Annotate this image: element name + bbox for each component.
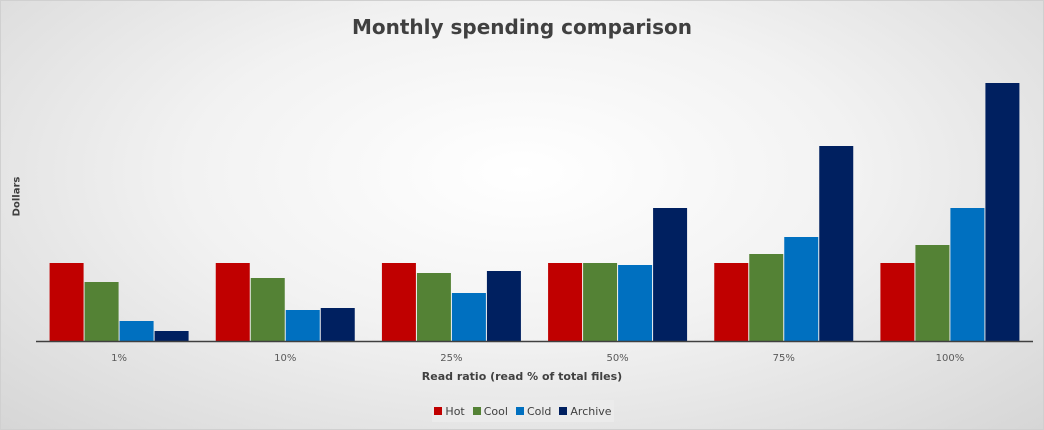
x-axis-label: Read ratio (read % of total files)	[421, 370, 623, 383]
legend-label: Cool	[483, 404, 508, 418]
x-tick-label: 1%	[111, 353, 127, 364]
bar-hot-2	[381, 263, 416, 341]
legend-swatch	[472, 407, 481, 415]
bar-cold-5	[950, 208, 985, 341]
bar-cool-2	[416, 273, 451, 341]
bar-cool-3	[583, 263, 618, 341]
legend-item-archive: Archive	[559, 404, 612, 418]
bar-cool-4	[749, 254, 784, 341]
bar-cool-5	[915, 245, 950, 341]
bar-cool-1	[250, 278, 285, 341]
legend-label: Archive	[570, 404, 612, 418]
bar-cold-0	[119, 321, 154, 341]
bar-hot-4	[714, 263, 749, 341]
legend-item-cold: Cold	[515, 404, 552, 418]
bar-archive-1	[320, 308, 355, 341]
bar-hot-0	[49, 263, 84, 341]
legend-swatch	[434, 407, 443, 415]
bar-cold-3	[618, 265, 653, 341]
bar-archive-5	[985, 83, 1020, 341]
legend-label: Cold	[526, 404, 552, 418]
bar-cool-0	[84, 282, 119, 341]
x-tick-label: 75%	[773, 353, 795, 364]
legend-item-cool: Cool	[472, 404, 508, 418]
bar-archive-2	[486, 271, 521, 341]
x-tick-label: 50%	[606, 353, 628, 364]
legend: Hot Cool Cold Archive	[432, 400, 614, 422]
y-axis-label: Dollars	[11, 176, 23, 217]
bar-cold-2	[451, 293, 486, 341]
chart-title: Monthly spending comparison	[351, 15, 693, 39]
x-tick-label: 100%	[936, 353, 965, 364]
bar-archive-0	[154, 331, 189, 341]
bar-hot-3	[548, 263, 583, 341]
x-tick-label: 10%	[274, 353, 296, 364]
bar-hot-5	[880, 263, 915, 341]
legend-label: Hot	[445, 404, 465, 418]
bar-cold-1	[285, 310, 320, 341]
bar-cold-4	[784, 237, 819, 341]
legend-item-hot: Hot	[434, 404, 465, 418]
bar-archive-4	[819, 146, 854, 341]
x-tick-label: 25%	[440, 353, 462, 364]
bar-archive-3	[653, 208, 688, 341]
legend-swatch	[515, 407, 524, 415]
legend-swatch	[559, 407, 568, 415]
bar-hot-1	[215, 263, 250, 341]
